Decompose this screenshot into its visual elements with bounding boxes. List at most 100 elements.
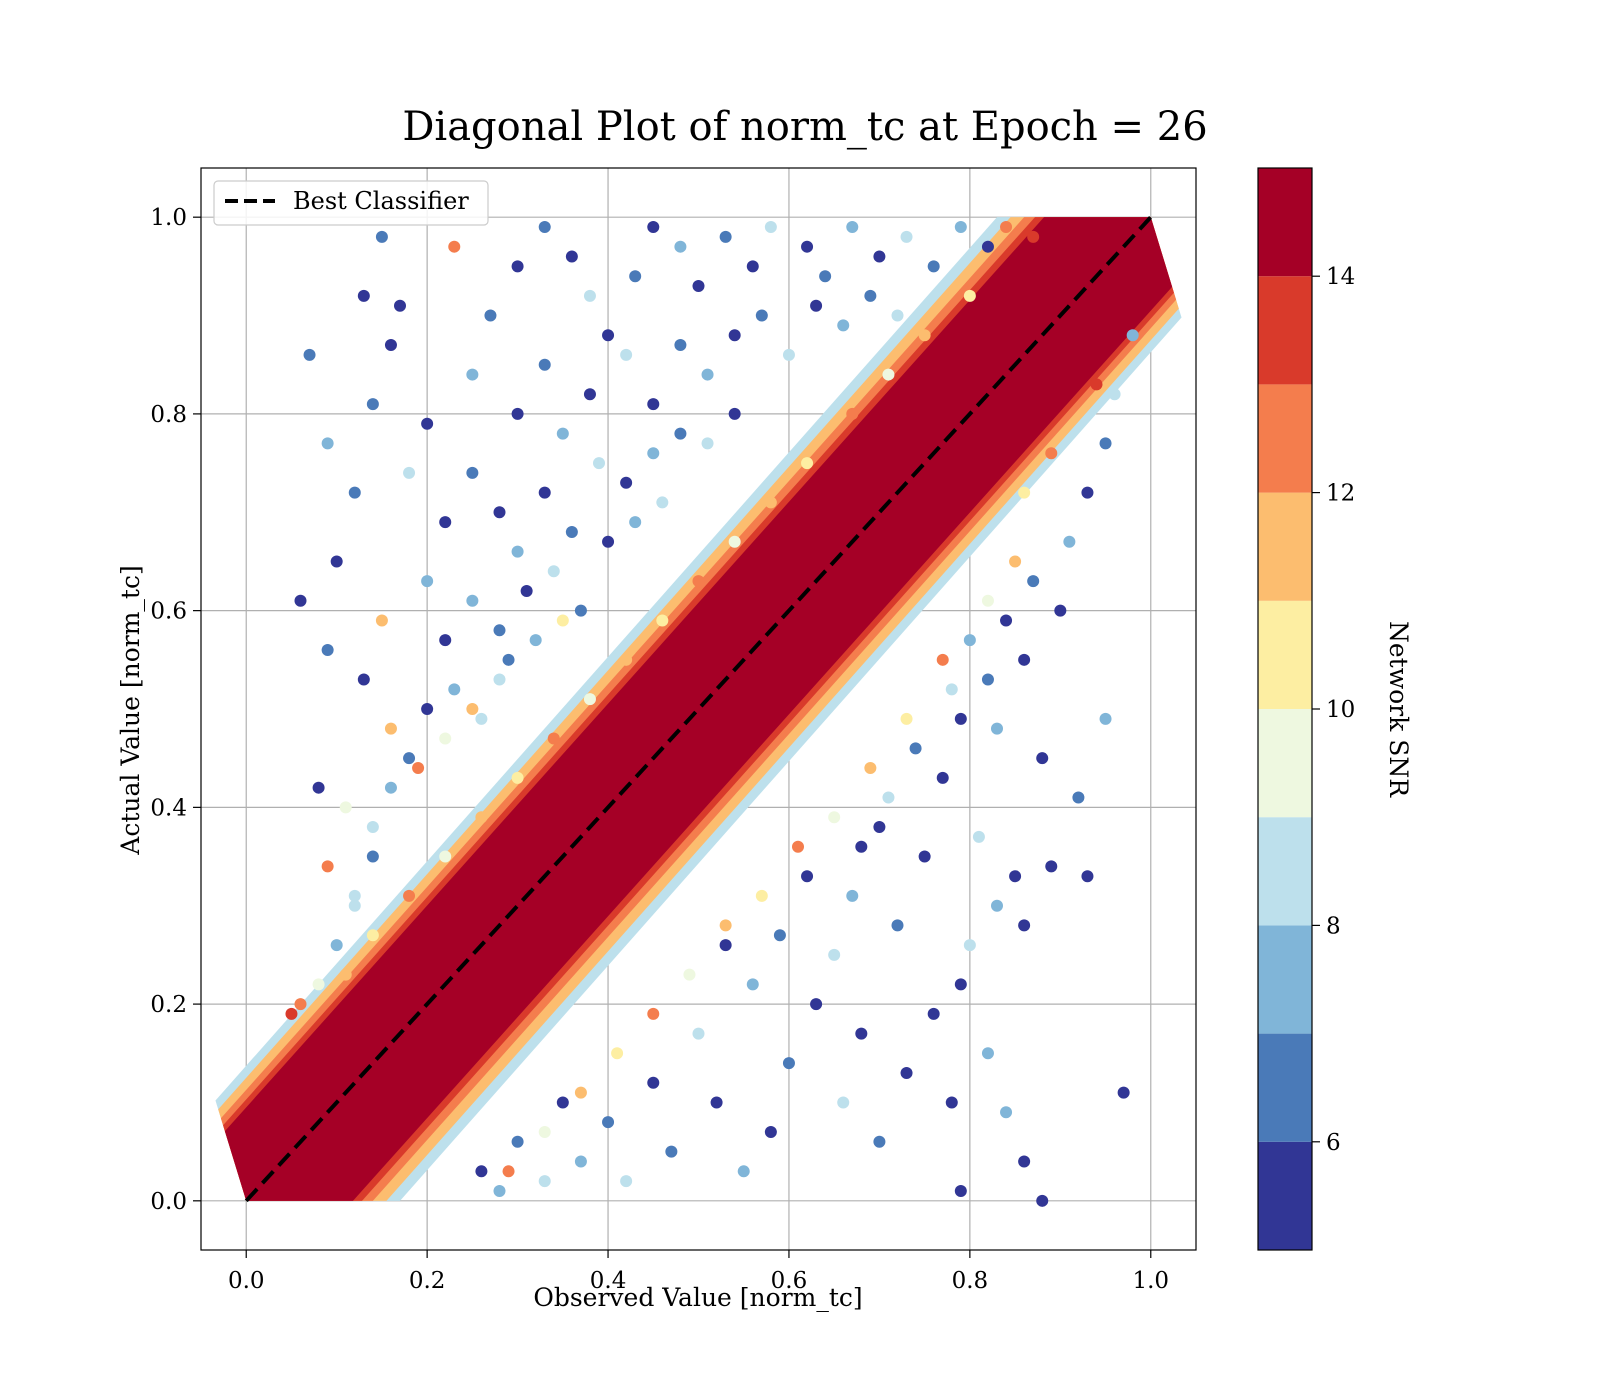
x-tick-label: 0.8 xyxy=(952,1268,989,1294)
scatter-point xyxy=(466,368,479,381)
scatter-point xyxy=(764,496,777,509)
scatter-point xyxy=(936,653,949,666)
scatter-point xyxy=(647,447,660,460)
scatter-point xyxy=(448,240,461,253)
scatter-point xyxy=(674,240,687,253)
scatter-point xyxy=(366,398,379,411)
y-axis-label: Actual Value [norm_tc] xyxy=(116,565,145,855)
scatter-point xyxy=(285,1007,298,1020)
scatter-point xyxy=(692,280,705,293)
scatter-point xyxy=(421,575,434,588)
scatter-point xyxy=(493,673,506,686)
scatter-point xyxy=(1117,1086,1130,1099)
scatter-point xyxy=(556,427,569,440)
scatter-point xyxy=(864,289,877,302)
scatter-point xyxy=(439,850,452,863)
scatter-point xyxy=(547,732,560,745)
scatter-point xyxy=(801,870,814,883)
scatter-point xyxy=(538,221,551,234)
scatter-point xyxy=(511,407,524,420)
colorbar-tick-label: 12 xyxy=(1326,481,1355,507)
scatter-point xyxy=(963,634,976,647)
scatter-point xyxy=(294,998,307,1011)
best-classifier-line xyxy=(244,215,1153,1203)
scatter-point xyxy=(755,309,768,322)
scatter-point xyxy=(1081,486,1094,499)
scatter-point xyxy=(855,840,868,853)
scatter-point xyxy=(873,250,886,263)
x-tick-label: 0.2 xyxy=(409,1268,446,1294)
scatter-point xyxy=(475,811,488,824)
scatter-point xyxy=(366,850,379,863)
scatter-point xyxy=(466,703,479,715)
scatter-point xyxy=(981,240,994,253)
scatter-point xyxy=(1000,1106,1013,1119)
scatter-point xyxy=(674,427,687,440)
scatter-point xyxy=(574,604,587,617)
scatter-point xyxy=(891,309,904,322)
band-core xyxy=(224,217,1173,1201)
colorbar-band xyxy=(1258,1033,1312,1142)
scatter-point xyxy=(502,1165,515,1178)
scatter-point xyxy=(801,240,814,253)
scatter-point xyxy=(421,703,434,715)
scatter-point xyxy=(981,1047,994,1060)
scatter-point xyxy=(701,437,714,450)
scatter-point xyxy=(375,614,388,627)
scatter-point xyxy=(1072,791,1085,804)
colorbar-ticks: 6 8 10 12 14 xyxy=(1312,264,1355,1156)
scatter-point xyxy=(1036,752,1049,765)
scatter-point xyxy=(782,1057,795,1070)
scatter-point xyxy=(493,624,506,637)
scatter-point xyxy=(1099,712,1112,725)
colorbar-band xyxy=(1258,925,1312,1034)
scatter-point xyxy=(710,1096,723,1109)
scatter-point xyxy=(384,781,397,794)
scatter-point xyxy=(1045,447,1058,460)
scatter-point xyxy=(403,466,416,479)
colorbar-tick-label: 6 xyxy=(1326,1130,1341,1156)
scatter-point xyxy=(945,1096,958,1109)
scatter-point xyxy=(629,270,642,283)
scatter-point xyxy=(602,329,615,342)
scatter-point xyxy=(366,821,379,834)
scatter-point xyxy=(493,506,506,519)
scatter-point xyxy=(593,457,605,470)
scatter-point xyxy=(1090,378,1103,391)
colorbar-tick-label: 10 xyxy=(1326,697,1355,723)
scatter-point xyxy=(764,221,777,234)
scatter-point xyxy=(873,821,886,834)
scatter-point xyxy=(837,1096,850,1109)
scatter-point xyxy=(810,998,823,1011)
scatter-point xyxy=(1018,486,1031,499)
legend-box xyxy=(213,180,489,226)
scatter-point xyxy=(565,250,578,263)
colorbar-band xyxy=(1258,1141,1312,1250)
scatter-point xyxy=(864,762,877,775)
scatter-point xyxy=(520,584,533,597)
scatter-point xyxy=(321,860,334,873)
scatter-point xyxy=(954,978,967,991)
scatter-point xyxy=(900,712,913,725)
scatter-point xyxy=(348,486,361,499)
scatter-point xyxy=(746,260,759,273)
x-tick-label: 0.0 xyxy=(228,1268,265,1294)
colorbar-band xyxy=(1258,492,1312,601)
scatter-point xyxy=(728,535,741,548)
scatter-point xyxy=(828,811,841,824)
scatter-point xyxy=(828,948,841,961)
scatter-point xyxy=(403,752,416,765)
scatter-point xyxy=(1018,919,1031,932)
scatter-point xyxy=(538,1125,551,1138)
scatter-point xyxy=(439,516,452,529)
x-tick-label: 0.4 xyxy=(590,1268,627,1294)
scatter-point xyxy=(1108,388,1121,401)
scatter-point xyxy=(403,889,416,902)
scatter-point xyxy=(1018,1155,1031,1168)
scatter-point xyxy=(963,289,976,302)
x-tick-label: 0.6 xyxy=(771,1268,808,1294)
scatter-point xyxy=(656,614,669,627)
scatter-point xyxy=(611,1047,624,1060)
scatter-point xyxy=(502,653,515,666)
